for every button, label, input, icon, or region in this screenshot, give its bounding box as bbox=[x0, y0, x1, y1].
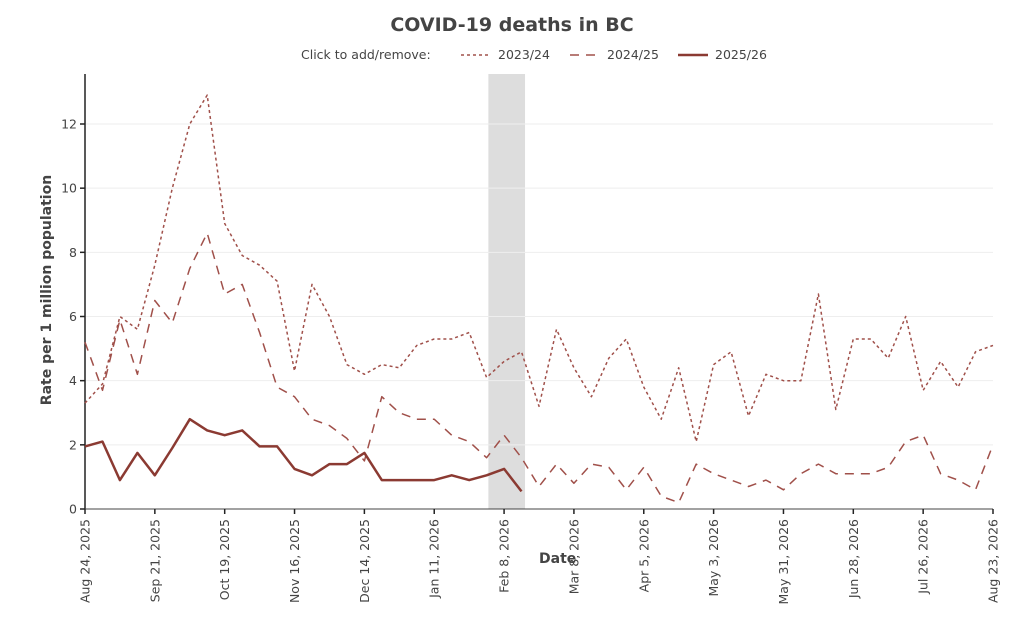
legend-swatch-dotted bbox=[461, 53, 491, 56]
series-line-2024-25 bbox=[84, 232, 994, 504]
x-tick-label: Jul 26, 2026 bbox=[916, 519, 931, 595]
legend-swatch-dashed bbox=[570, 53, 600, 56]
legend-label: 2025/26 bbox=[715, 47, 767, 62]
x-tick-label: Oct 19, 2025 bbox=[217, 519, 232, 600]
x-tick-label: Aug 23, 2026 bbox=[986, 519, 1001, 603]
legend-prompt: Click to add/remove: bbox=[301, 47, 431, 62]
legend-item-2025-26[interactable]: 2025/26 bbox=[677, 47, 767, 62]
y-tick-label: 4 bbox=[69, 373, 77, 388]
y-tick-label: 0 bbox=[69, 502, 77, 517]
x-tick-label: Jun 28, 2026 bbox=[846, 519, 861, 599]
legend-item-2024-25[interactable]: 2024/25 bbox=[569, 47, 659, 62]
series-line-2025-26 bbox=[84, 417, 523, 493]
x-tick-label: Jan 11, 2026 bbox=[427, 519, 442, 599]
x-tick-label: Dec 14, 2025 bbox=[357, 519, 372, 603]
y-tick-label: 8 bbox=[69, 245, 77, 260]
chart-title: COVID-19 deaths in BC bbox=[390, 14, 634, 36]
legend: Click to add/remove: 2023/24 2024/25 202… bbox=[0, 47, 1024, 69]
legend-label: 2023/24 bbox=[498, 47, 550, 62]
x-tick-label: Aug 24, 2025 bbox=[78, 519, 93, 603]
legend-label: 2024/25 bbox=[607, 47, 659, 62]
y-tick-label: 12 bbox=[61, 117, 77, 132]
legend-item-2023-24[interactable]: 2023/24 bbox=[460, 47, 550, 62]
x-tick-label: Feb 8, 2026 bbox=[497, 519, 512, 593]
legend-swatch-solid bbox=[678, 53, 708, 56]
x-tick-label: Apr 5, 2026 bbox=[636, 519, 651, 592]
x-tick-label: May 31, 2026 bbox=[776, 519, 791, 605]
series-line-2023-24 bbox=[84, 94, 994, 443]
x-tick-label: Mar 8, 2026 bbox=[566, 519, 581, 594]
y-tick-label: 6 bbox=[69, 309, 77, 324]
x-tick-label: Sep 21, 2025 bbox=[147, 519, 162, 602]
shaded-region bbox=[488, 74, 526, 509]
y-tick-label: 10 bbox=[61, 181, 77, 196]
x-tick-label: May 3, 2026 bbox=[706, 519, 721, 597]
y-tick-label: 2 bbox=[69, 437, 77, 452]
y-axis-label: Rate per 1 million population bbox=[39, 174, 55, 406]
x-axis-label: Date bbox=[539, 551, 577, 567]
x-tick-label: Nov 16, 2025 bbox=[287, 519, 302, 603]
